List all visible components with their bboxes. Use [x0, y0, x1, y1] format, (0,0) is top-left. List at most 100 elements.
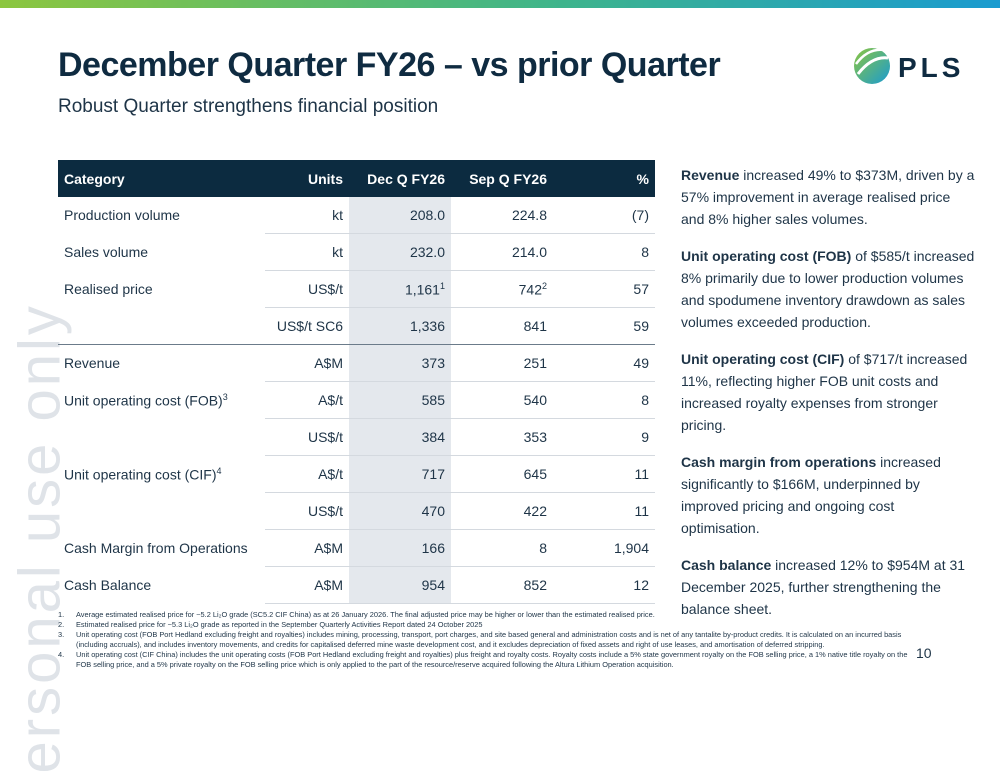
table-cell: US$/t	[265, 270, 349, 308]
table-cell: US$/t	[265, 492, 349, 530]
table-cell: Sales volume	[64, 244, 149, 260]
table-cell: A$M	[265, 344, 349, 382]
table-cell: 251	[451, 344, 553, 382]
table-cell: 384	[349, 418, 451, 456]
superscript: 1	[439, 280, 445, 291]
table-body: Production volume kt 208.0 224.8 (7) Sales vo…	[58, 197, 655, 604]
footnote-number: 2.	[58, 620, 65, 629]
table-cell: A$M	[265, 566, 349, 604]
table-row: Unit operating cost (FOB)3 A$/t 585 540 8	[58, 381, 655, 419]
table-row: Sales volume kt 232.0 214.0 8	[58, 233, 655, 271]
table-cell: 8	[553, 233, 655, 271]
footnote-number: 3.	[58, 630, 65, 639]
table-cell: Revenue	[64, 355, 121, 371]
footnote: 3. Unit operating cost (FOB Port Hedland …	[58, 630, 908, 650]
table-cell: 8	[553, 381, 655, 419]
table-cell: US$/t	[265, 418, 349, 456]
table-cell: 49	[553, 344, 655, 382]
table-row: US$/t 384 353 9	[58, 418, 655, 456]
commentary-text: increased 12% to $954M at 31 December 20…	[681, 557, 966, 617]
column-header: %	[553, 160, 655, 197]
commentary-text: increased significantly to $166M, underp…	[681, 454, 941, 536]
cell-text: Unit operating cost (CIF)	[64, 466, 217, 483]
table-cell: 8	[451, 529, 553, 567]
footnote-number: 1.	[58, 610, 65, 619]
data-table: Category Units Dec Q FY26 Sep Q FY26% Produ…	[58, 160, 655, 604]
table-cell: Cash Balance	[64, 577, 152, 593]
commentary-text: of $717/t increased 11%, reflecting high…	[681, 351, 968, 433]
table-cell: 11	[553, 455, 655, 493]
table-cell: kt	[265, 197, 349, 234]
footnote-text: Average estimated realised price for ~5.…	[76, 610, 655, 619]
cell-text: Unit operating cost (FOB)	[64, 392, 223, 409]
commentary-paragraph: Unit operating cost (CIF) of $717/t incr…	[681, 348, 976, 436]
table-cell: 954	[349, 566, 451, 604]
table-cell: 59	[553, 307, 655, 345]
table-row: Unit operating cost (CIF)4 A$/t 717 645 11	[58, 455, 655, 493]
table-cell: 11	[553, 492, 655, 530]
logo-swoosh	[856, 56, 889, 75]
table-cell: 717	[349, 455, 451, 493]
table-cell: 585	[349, 381, 451, 419]
table-cell: 1,1611	[349, 270, 451, 308]
table-cell: 1,336	[349, 307, 451, 345]
table-cell: Cash Margin from Operations	[64, 540, 248, 556]
commentary-paragraph: Cash balance increased 12% to $954M at 3…	[681, 554, 976, 620]
column-header: Category	[58, 160, 265, 197]
table-row: Realised price US$/t 1,1611 7422 57	[58, 270, 655, 308]
footnote-text: Estimated realised price for ~5.3 Li₂O g…	[76, 620, 483, 629]
cell-text: 742	[518, 281, 542, 298]
table-cell: 422	[451, 492, 553, 530]
subtitle: Robust Quarter strengthens financial pos…	[58, 96, 439, 117]
footnote-text: Unit operating cost (FOB Port Hedland ex…	[76, 630, 902, 649]
table-cell: 232.0	[349, 233, 451, 271]
table-cell	[58, 307, 265, 345]
table-cell: US$/t SC6	[265, 307, 349, 345]
table-cell: 852	[451, 566, 553, 604]
table-cell: Production volume	[64, 207, 180, 223]
footnote: 4. Unit operating cost (CIF China) includ…	[58, 650, 908, 670]
table-cell: 9	[553, 418, 655, 456]
table-row: Production volume kt 208.0 224.8 (7)	[58, 197, 655, 234]
table-cell: A$M	[265, 529, 349, 567]
footnote: 2. Estimated realised price for ~5.3 Li₂O…	[58, 620, 908, 630]
table-row: Cash Balance A$M 954 852 12	[58, 566, 655, 604]
commentary-paragraph: Cash margin from operations increased si…	[681, 451, 976, 539]
top-bar	[0, 0, 1000, 8]
table-row: Cash Margin from Operations A$M 166 8 1,904	[58, 529, 655, 567]
table-row: Revenue A$M 373 251 49	[58, 344, 655, 382]
commentary-lead: Unit operating cost (CIF)	[681, 351, 845, 367]
cell-text: 1,161	[404, 281, 440, 298]
table-cell: 7422	[451, 270, 553, 308]
commentary-lead: Cash margin from operations	[681, 454, 877, 470]
commentary-text: of $585/t increased 8% primarily due to …	[681, 248, 975, 330]
table-cell: A$/t	[265, 455, 349, 493]
table-cell: Unit operating cost (CIF)4	[58, 456, 265, 493]
logo: PLS	[854, 48, 964, 84]
table-cell: Realised price	[64, 281, 153, 297]
table-cell: 353	[451, 418, 553, 456]
footnote: 1. Average estimated realised price for ~…	[58, 610, 908, 620]
commentary-text: increased 49% to $373M, driven by a 57% …	[681, 167, 975, 227]
table-cell: 214.0	[451, 233, 553, 271]
table-cell: (7)	[553, 197, 655, 234]
table-cell: 540	[451, 381, 553, 419]
footnote-number: 4.	[58, 650, 65, 659]
column-header: Sep Q FY26	[451, 160, 553, 197]
table-cell: 373	[349, 344, 451, 382]
table-cell: 1,904	[553, 529, 655, 567]
commentary-lead: Unit operating cost (FOB)	[681, 248, 852, 264]
column-header: Dec Q FY26	[349, 160, 451, 197]
title: December Quarter FY26 – vs prior Quarter	[58, 46, 721, 84]
logo-mark	[854, 48, 890, 84]
table-cell: kt	[265, 233, 349, 271]
superscript: 4	[216, 465, 222, 476]
commentary-paragraph: Unit operating cost (FOB) of $585/t incr…	[681, 245, 976, 333]
page-number: 10	[916, 645, 932, 661]
table-row: US$/t 470 422 11	[58, 492, 655, 530]
logo-text: PLS	[898, 52, 964, 83]
logo-swoosh	[855, 48, 885, 65]
table-cell: 208.0	[349, 197, 451, 234]
table-cell: 645	[451, 455, 553, 493]
